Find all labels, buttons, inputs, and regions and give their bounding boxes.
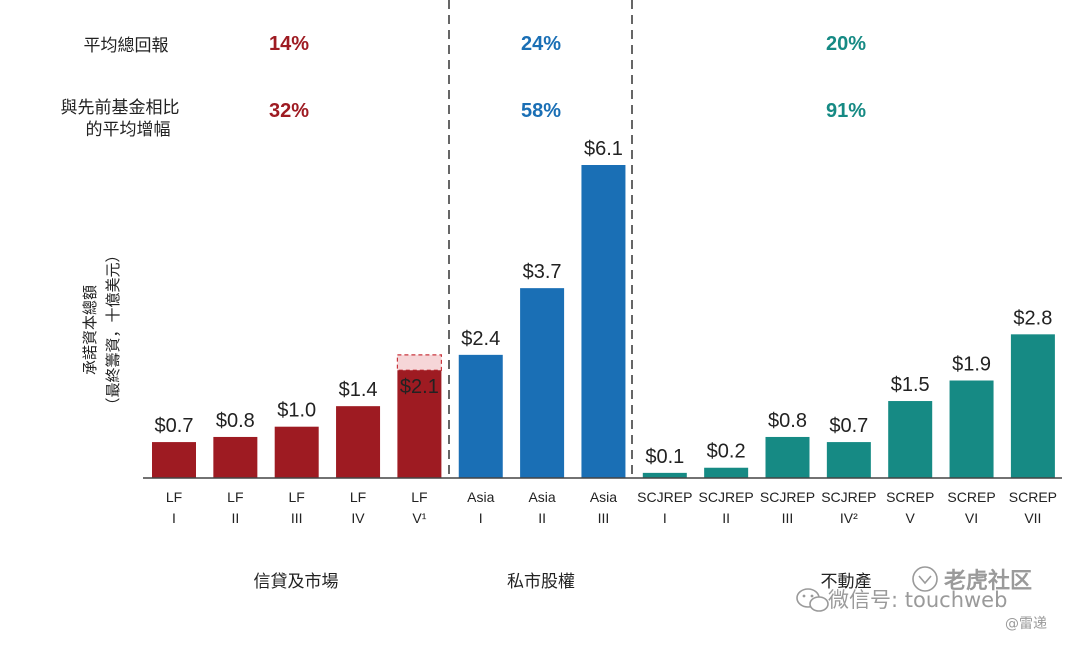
bar [274,426,319,478]
data-label: $2.8 [1013,307,1052,329]
watermark-text: 微信号: touchweb [828,588,1007,612]
x-tick-label: VII [1024,510,1041,526]
group-label: 不動產 [821,572,872,592]
avg-increase-value: 32% [269,100,309,122]
x-tick-label: V [906,510,916,526]
bar [458,354,503,478]
data-label: $0.8 [216,410,255,432]
x-tick-label: SCJREP [760,489,815,505]
data-label: $2.4 [461,328,500,350]
data-label: $1.9 [952,354,991,376]
x-tick-label: II [722,510,730,526]
bar [704,467,749,478]
bar [397,370,442,478]
bar [949,380,994,478]
bar [213,436,258,478]
x-tick-label: SCJREP [821,489,876,505]
x-tick-label: III [291,510,303,526]
y-axis-subtitle: （最終籌資，十億美元） [104,247,122,412]
x-tick-label: I [479,510,483,526]
data-label: $3.7 [523,261,562,283]
y-axis-title: 承諾資本總額 [81,285,99,375]
x-tick-label: LF [227,489,243,505]
x-tick-label: Asia [528,489,555,505]
data-label: $1.4 [339,379,378,401]
x-tick-label: SCREP [947,489,995,505]
bar [826,442,871,478]
x-tick-label: LF [350,489,366,505]
tiger-icon [912,566,938,592]
row-label-avg-increase-line1: 與先前基金相比 [61,98,180,118]
wechat-icon [796,588,829,612]
bar-target-extension [396,354,442,371]
chart-marks: 14%32%信貸及市場$0.7LFI$0.8LFII$1.0LFIII$1.4L… [152,33,1057,592]
x-tick-label: IV [351,510,365,526]
data-label: $0.2 [707,441,746,463]
x-tick-label: II [538,510,546,526]
data-label: $1.5 [891,374,930,396]
x-tick-label: SCREP [1009,489,1057,505]
row-label-avg-total-return: 平均總回報 [84,36,169,56]
x-tick-label: LF [289,489,305,505]
bar [152,442,196,478]
data-label: $0.7 [155,415,194,437]
bar [1010,334,1055,478]
x-tick-label: IV² [840,510,858,526]
x-tick-label: I [172,510,176,526]
group-label: 私市股權 [507,572,575,592]
avg-increase-value: 91% [826,100,866,122]
x-tick-label: SCJREP [637,489,692,505]
x-tick-label: LF [166,489,182,505]
x-tick-label: III [782,510,794,526]
bar [888,401,933,478]
x-tick-label: SCJREP [699,489,754,505]
row-label-avg-increase-line2: 的平均增幅 [86,120,171,140]
x-tick-label: LF [411,489,427,505]
data-label: $0.8 [768,410,807,432]
bar [581,165,626,478]
watermark-brand: 老虎社区 [943,568,1032,594]
avg-increase-value: 58% [521,100,561,122]
bar [642,472,687,478]
x-tick-label: SCREP [886,489,934,505]
data-label: $2.1 [400,376,439,398]
watermark-handle: @雷递 [1005,616,1047,632]
data-label: $1.0 [277,400,316,422]
avg-total-return-value: 20% [826,33,866,55]
x-tick-label: Asia [590,489,617,505]
x-tick-label: III [598,510,610,526]
bar [765,436,810,478]
group-label: 信貸及市場 [254,572,339,592]
watermark: 微信号: touchweb 老虎社区 @雷递 [796,566,1047,632]
x-tick-label: II [231,510,239,526]
data-label: $0.7 [829,415,868,437]
data-label: $6.1 [584,138,623,160]
avg-total-return-value: 14% [269,33,309,55]
x-tick-label: V¹ [412,510,426,526]
x-tick-label: I [663,510,667,526]
x-tick-label: Asia [467,489,494,505]
avg-total-return-value: 24% [521,33,561,55]
data-label: $0.1 [645,446,684,468]
bar [520,288,565,478]
bar [336,406,381,478]
x-tick-label: VI [965,510,978,526]
